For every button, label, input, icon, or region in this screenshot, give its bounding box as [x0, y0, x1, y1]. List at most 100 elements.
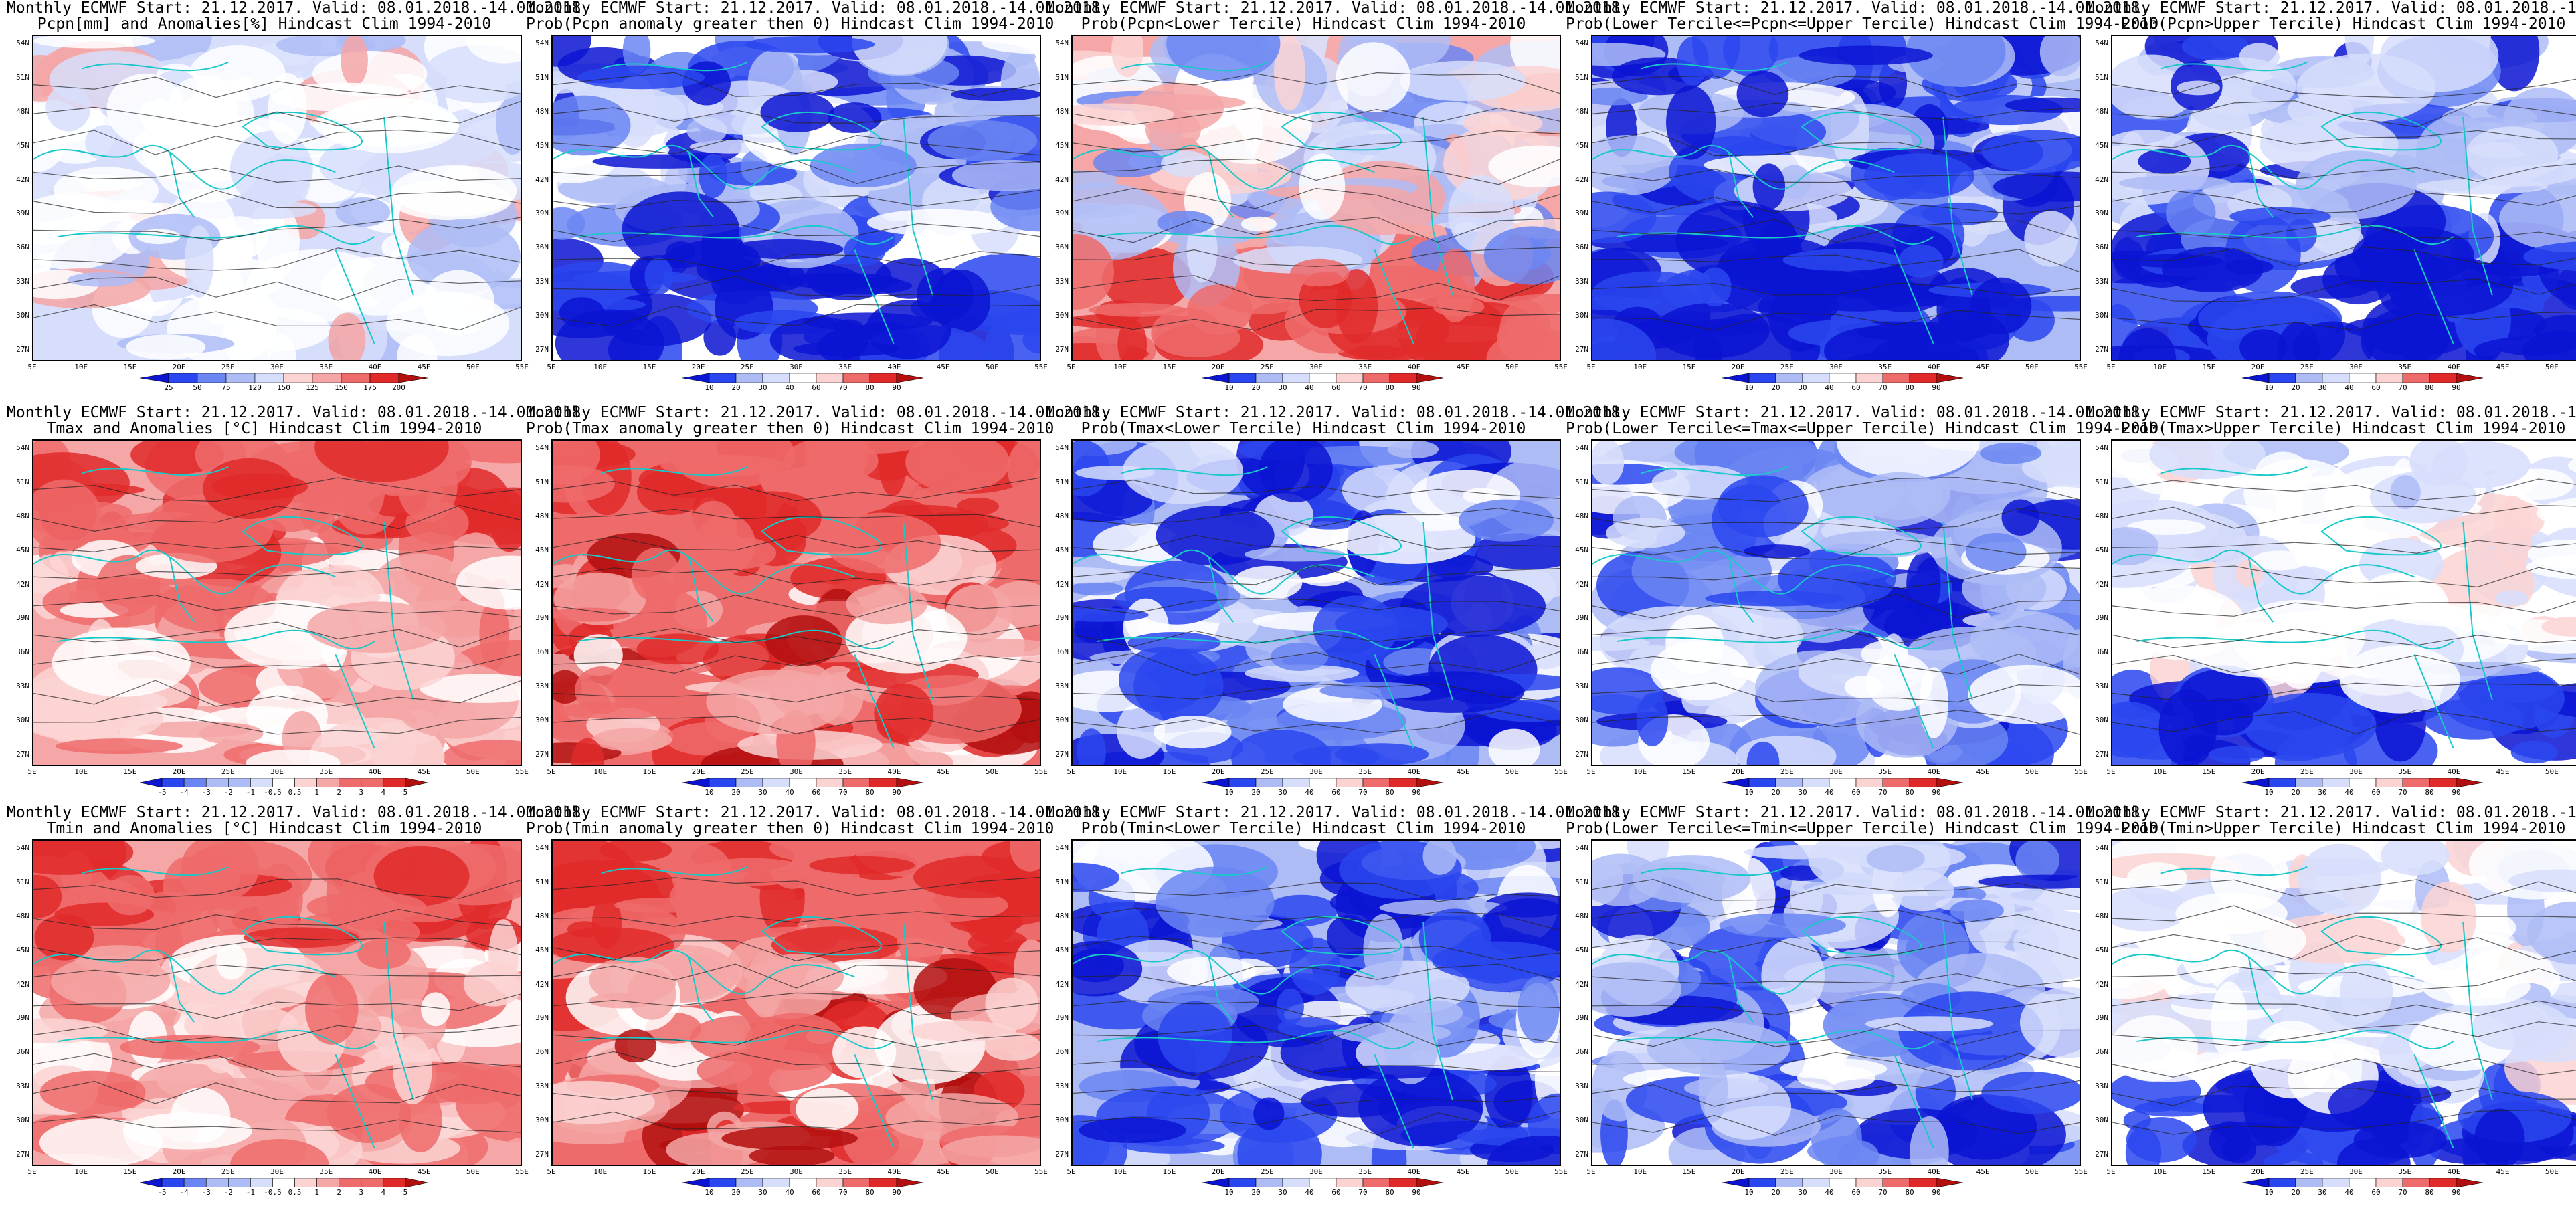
contour-line	[33, 477, 521, 502]
lat-tick-label: 42N	[1055, 979, 1069, 989]
lon-tick-label: 50E	[466, 363, 480, 371]
coastline	[2160, 466, 2308, 476]
shaded-region	[1380, 671, 1525, 713]
lon-tick-label: 25E	[1260, 363, 1274, 371]
colorbar-segment	[2295, 778, 2323, 787]
shaded-region	[696, 514, 756, 575]
contour-line	[553, 963, 1040, 989]
colorbar-segment	[2456, 1178, 2484, 1187]
colorbar-label: 30	[1798, 1188, 1807, 1197]
shaded-region	[825, 512, 941, 574]
colorbar-segment	[1362, 778, 1390, 787]
forecast-map	[1071, 439, 1561, 766]
lon-tick-label: 10E	[1113, 363, 1127, 371]
coastline	[1592, 549, 1895, 595]
shaded-region	[1647, 1021, 1790, 1076]
colorbar-segment	[250, 1178, 273, 1187]
lat-tick-label: 36N	[2095, 243, 2108, 252]
colorbar-segment	[1336, 373, 1364, 383]
lat-tick-label: 42N	[535, 979, 549, 989]
shaded-region	[1855, 472, 1943, 520]
map-field	[553, 36, 1040, 360]
shaded-region	[2024, 211, 2078, 267]
lon-tick-label: 45E	[417, 767, 431, 776]
colorbar-label: -2	[223, 1188, 233, 1197]
colorbar: 10 20 30 40 60 70 80 90	[676, 778, 930, 801]
colorbar-label: -1	[246, 788, 255, 797]
colorbar-label: 80	[2425, 383, 2434, 392]
lon-tick-label: 40E	[1407, 767, 1421, 776]
map-field	[1592, 36, 2080, 360]
colorbar-label: 60	[1331, 383, 1341, 392]
colorbar-segment	[1255, 373, 1283, 383]
coastline	[58, 1029, 375, 1050]
contour-line	[553, 223, 1040, 243]
shaded-region	[2181, 36, 2249, 60]
lon-tick-label: 30E	[790, 363, 803, 371]
contour-line	[1073, 597, 1560, 614]
colorbar-label: 60	[1851, 383, 1861, 392]
shaded-region	[1077, 728, 1106, 765]
shaded-region	[1705, 591, 1844, 607]
lat-tick-label: 45N	[535, 545, 549, 555]
lon-tick-label: 45E	[1456, 1167, 1470, 1176]
colorbar-label: 80	[1905, 383, 1914, 392]
shaded-region	[1117, 702, 1166, 759]
lat-tick-label: 54N	[535, 39, 549, 47]
contour-line	[553, 688, 1040, 703]
contour-line	[1592, 682, 2080, 703]
contour-line	[1592, 879, 2080, 901]
shaded-region	[184, 225, 214, 298]
colorbar-segment	[183, 778, 207, 787]
colorbar-segment	[842, 1178, 870, 1187]
shaded-region	[784, 441, 879, 484]
shaded-region	[1717, 475, 1809, 538]
shaded-region	[2494, 495, 2533, 573]
colorbar-label: 10	[1744, 1188, 1754, 1197]
map-field	[33, 441, 521, 765]
lon-tick-label: 15E	[1682, 363, 1696, 371]
lat-tick-label: 45N	[1055, 945, 1069, 954]
shaded-region	[2274, 729, 2357, 765]
coastline	[58, 225, 375, 245]
shaded-region	[341, 36, 368, 86]
lon-tick-label: 30E	[1829, 767, 1843, 776]
coastline	[1942, 116, 1973, 296]
colorbar-label: -4	[179, 1188, 189, 1197]
contour-line	[1073, 247, 1560, 267]
shaded-region	[1166, 36, 1281, 82]
colorbar-label: 20	[1771, 383, 1780, 392]
lon-tick-label: 25E	[1780, 1167, 1794, 1176]
colorbar-label: 25	[164, 383, 173, 392]
lat-tick-label: 30N	[535, 1116, 549, 1125]
lat-tick-label: 48N	[16, 511, 29, 520]
shaded-region	[852, 36, 948, 75]
colorbar-label: 30	[758, 788, 767, 797]
lon-tick-label: 40E	[368, 767, 382, 776]
shaded-region	[1865, 1016, 1994, 1032]
colorbar: -5 -4 -3 -2 -1 -0.5 0.5 1 2 3 4 5	[133, 778, 434, 801]
colorbar-label: 30	[2318, 788, 2327, 797]
shaded-region	[592, 728, 672, 752]
lat-tick-label: 30N	[16, 716, 29, 725]
colorbar-segment	[1748, 373, 1776, 383]
contour-line	[1592, 282, 2080, 296]
lon-tick-label: 45E	[936, 363, 950, 371]
lat-tick-label: 33N	[2095, 277, 2108, 286]
colorbar-segment	[789, 778, 817, 787]
lat-tick-label: 48N	[2095, 511, 2108, 520]
lon-tick-label: 15E	[642, 363, 656, 371]
lat-tick-label: 36N	[1055, 1047, 1069, 1057]
contour-line	[1073, 963, 1560, 987]
lon-tick-label: 30E	[790, 1167, 803, 1176]
colorbar-label: 150	[277, 383, 290, 392]
contour-line	[1592, 1114, 2080, 1136]
contour-line	[1073, 217, 1560, 243]
colorbar-segment	[2268, 778, 2296, 787]
coastline	[577, 629, 895, 650]
lon-tick-label: 50E	[2545, 767, 2559, 776]
colorbar-label: 20	[1251, 788, 1261, 797]
colorbar-label: 3	[359, 1188, 364, 1197]
panel-title-line1: Monthly ECMWF Start: 21.12.2017. Valid: …	[526, 804, 1110, 821]
shaded-region	[957, 497, 999, 516]
